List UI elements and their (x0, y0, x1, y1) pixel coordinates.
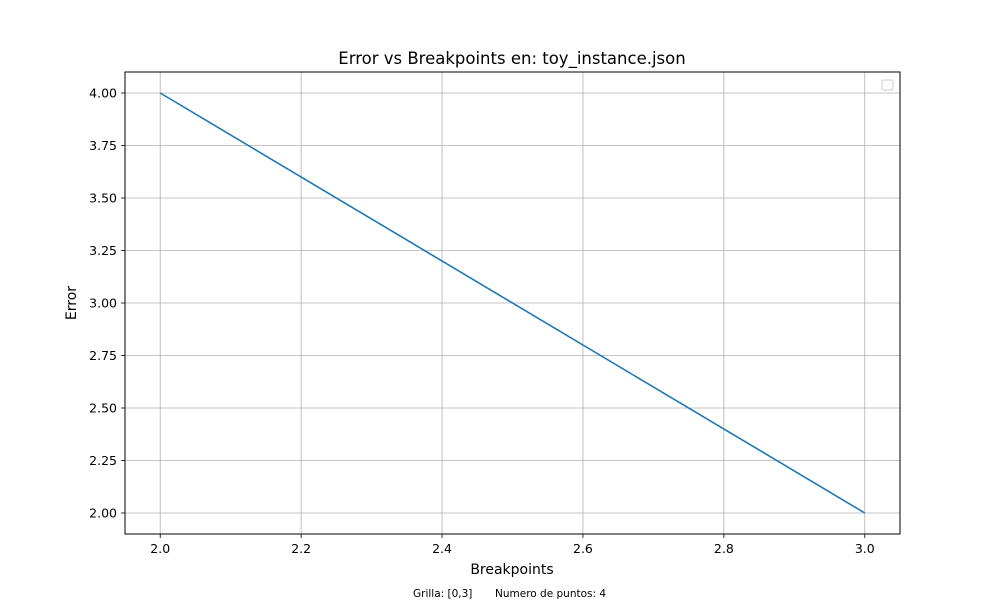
series-layer (159, 92, 866, 514)
x-tick-label: 2.0 (150, 541, 170, 556)
y-tick-label: 3.00 (89, 296, 117, 311)
y-tick-label: 2.25 (89, 453, 117, 468)
x-tick-label: 3.0 (855, 541, 875, 556)
y-tick-label: 3.25 (89, 243, 117, 258)
y-tick-label: 2.75 (89, 348, 117, 363)
x-tick-label: 2.2 (291, 541, 311, 556)
y-tick-label: 2.50 (89, 401, 117, 416)
y-tick-label: 3.50 (89, 191, 117, 206)
x-tick-label: 2.6 (573, 541, 593, 556)
legend-box (881, 79, 894, 91)
x-tick-label: 2.8 (714, 541, 734, 556)
footnote-grid: Grilla: [0,3] (413, 588, 472, 600)
x-axis-ticks: 2.0 2.2 2.4 2.6 2.8 3.0 (150, 534, 875, 556)
y-axis-label: Error (64, 286, 80, 320)
chart-title: Error vs Breakpoints en: toy_instance.js… (338, 49, 685, 69)
x-tick-label: 2.4 (432, 541, 452, 556)
y-tick-label: 3.75 (89, 138, 117, 153)
y-axis-ticks: 2.00 2.25 2.50 2.75 3.00 3.25 3.50 3.75 4.00 (89, 86, 125, 521)
series-line (159, 92, 866, 514)
y-tick-label: 2.00 (89, 506, 117, 521)
x-axis-label: Breakpoints (470, 562, 553, 578)
y-tick-label: 4.00 (89, 86, 117, 101)
footnote-points: Numero de puntos: 4 (495, 588, 606, 600)
grid-lines (125, 72, 900, 534)
